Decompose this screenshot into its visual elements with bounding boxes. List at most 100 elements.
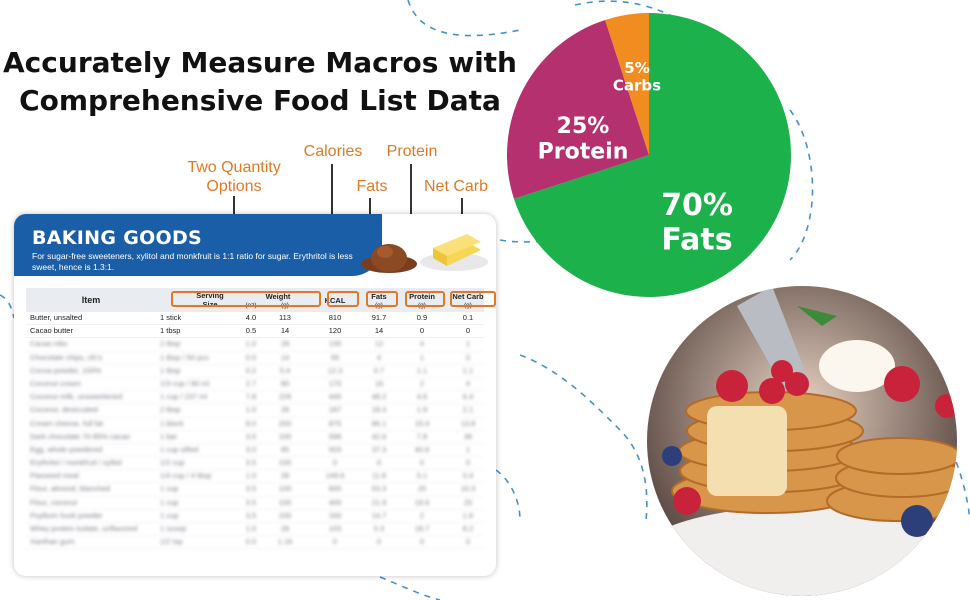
cell-oz: 3.5 (245, 431, 257, 441)
table-row: Flaxseed meal 1/4 cup / 4 tbsp 1.0 28 149.6 1… (26, 470, 484, 484)
cell-serving: 2 tbsp (160, 339, 181, 349)
highlight-box-kcal (327, 291, 359, 307)
cell-item: Cream cheese, full fat (30, 418, 103, 428)
callout-two-quantity-line-2: Options (206, 178, 262, 195)
cell-item: Coconut milk, unsweetened (30, 392, 123, 402)
cell-kcal: 0 (332, 458, 338, 468)
table-row: Coconut milk, unsweetened 1 cup / 237 ml 7… (26, 391, 484, 405)
cell-item: Coconut, desiccated (30, 405, 98, 415)
cell-g: 100 (278, 458, 292, 468)
header-kcal: KCAL (324, 296, 346, 305)
cell-g: 28 (280, 524, 290, 533)
pie-label-fats-name: Fats (661, 223, 732, 258)
cell-serving: 1 stick (160, 313, 182, 322)
pie-slice-fats (513, 13, 791, 297)
cell-net-carb: 0 (465, 352, 471, 362)
cell-oz: 1.0 (245, 524, 257, 533)
pie-label-fats-pct: 70% (661, 188, 733, 223)
cell-kcal: 875 (328, 418, 342, 428)
cell-net-carb: 13.8 (460, 418, 476, 428)
cell-kcal: 55 (330, 352, 340, 362)
cell-protein: 4.6 (416, 392, 428, 402)
cell-fats: 21.9 (371, 497, 387, 507)
highlight-box-net-carb (450, 291, 496, 307)
category-banner: BAKING GOODS For sugar-free sweeteners, … (14, 214, 382, 276)
cell-serving: 1/4 cup / 4 tbsp (160, 471, 212, 481)
cell-serving: 1 tbsp / 50 pcs (160, 352, 209, 362)
cell-item: Flour, coconut (30, 497, 78, 507)
table-row: Psyllium husk powder 1 cup 3.5 100 160 14.7 2 1… (26, 510, 484, 523)
cell-item: Psyllium husk powder (30, 510, 103, 520)
cell-item: Xanthan gum (30, 537, 75, 547)
pie-slice-carbs (605, 13, 649, 155)
cell-g: 113 (279, 313, 291, 322)
cell-oz: 0.5 (245, 326, 257, 336)
cell-oz: 3.5 (245, 484, 257, 494)
headline-line-1: Accurately Measure Macros with (3, 46, 517, 79)
callout-protein: Protein (386, 143, 438, 160)
cell-oz: 2.7 (245, 378, 257, 388)
cell-net-carb: 1.1 (462, 365, 474, 375)
cell-fats: 0 (376, 537, 382, 547)
cell-protein: 19.6 (414, 497, 430, 507)
table-row: Butter, unsalted 1 stick 4.0 113 810 91.7 0.9 0… (26, 312, 484, 326)
cell-item: Cacao nibs (30, 339, 68, 349)
cell-serving: 1 block (160, 418, 184, 428)
cell-g: 100 (278, 510, 292, 520)
callout-fats: Fats (356, 178, 388, 195)
cell-kcal: 120 (328, 326, 342, 336)
cell-protein: 1.9 (416, 405, 428, 415)
cell-kcal: 12.3 (327, 365, 343, 375)
cell-fats: 14.7 (371, 510, 387, 520)
cell-g: 100 (278, 484, 292, 494)
table-header: Item Serving Size Weight (oz) (g) KCAL F… (26, 288, 496, 312)
cell-serving: 1 cup (160, 497, 179, 507)
cell-protein: 0 (419, 537, 425, 547)
cell-serving: 1 tbsp (160, 326, 181, 336)
cell-kcal: 810 (328, 313, 342, 322)
cell-fats: 4 (376, 352, 382, 362)
table-row: Whey protein isolate, unflavored 1 scoop 1… (26, 523, 484, 537)
cell-fats: 12 (374, 339, 384, 349)
cell-item: Egg, whole powdered (30, 444, 103, 454)
cell-net-carb: 0.4 (462, 471, 474, 481)
cell-net-carb: 20 (463, 497, 473, 507)
pie-label-carbs-pct: 5% (624, 59, 649, 77)
cell-net-carb: 2.1 (462, 405, 474, 415)
cell-item: Flour, almond, blanched (30, 484, 111, 494)
cell-kcal: 170 (328, 378, 342, 388)
cell-serving: 1 bar (160, 431, 178, 441)
cell-g: 5.4 (279, 365, 291, 375)
table-row: Cacao nibs 2 tbsp 1.0 28 130 12 4 1 (26, 338, 484, 352)
callout-net-carb: Net Carb (423, 178, 489, 195)
cell-fats: 86.1 (371, 418, 387, 428)
headline-line-2: Comprehensive Food List Data (19, 84, 501, 117)
cell-serving: 1 scoop (160, 524, 187, 533)
cell-protein: 2 (419, 378, 425, 388)
cell-g: 100 (278, 431, 292, 441)
header-fats: Fats (371, 292, 387, 301)
headline: Accurately Measure Macros with Comprehen… (0, 44, 520, 120)
cell-serving: 1 cup (160, 484, 179, 494)
cell-oz: 1.0 (245, 405, 257, 415)
cell-kcal: 103 (328, 524, 342, 533)
cell-oz: 3.5 (245, 497, 257, 507)
cell-oz: 1.0 (245, 471, 257, 481)
cell-oz: 3.0 (245, 444, 257, 454)
cell-g: 28 (280, 339, 290, 349)
cell-protein: 1.1 (416, 365, 428, 375)
cell-protein: 15.4 (414, 418, 430, 428)
pie-slice-protein (507, 19, 649, 199)
cell-kcal: 149.6 (325, 471, 345, 481)
cell-protein: 5.1 (416, 471, 428, 481)
cell-serving: 1 cup / 237 ml (160, 392, 208, 402)
cell-protein: 4 (419, 339, 425, 349)
table-row: Egg, whole powdered 1 cup sifted 3.0 85 503 3… (26, 444, 484, 458)
cell-protein: 7.8 (416, 431, 428, 441)
header-weight: Weight (265, 292, 291, 301)
cell-net-carb: 4 (465, 378, 471, 388)
cell-protein: 18.7 (414, 524, 430, 533)
cell-kcal: 598 (328, 431, 342, 441)
cell-net-carb: 10.3 (460, 484, 476, 494)
pancake-illustration (647, 286, 957, 596)
